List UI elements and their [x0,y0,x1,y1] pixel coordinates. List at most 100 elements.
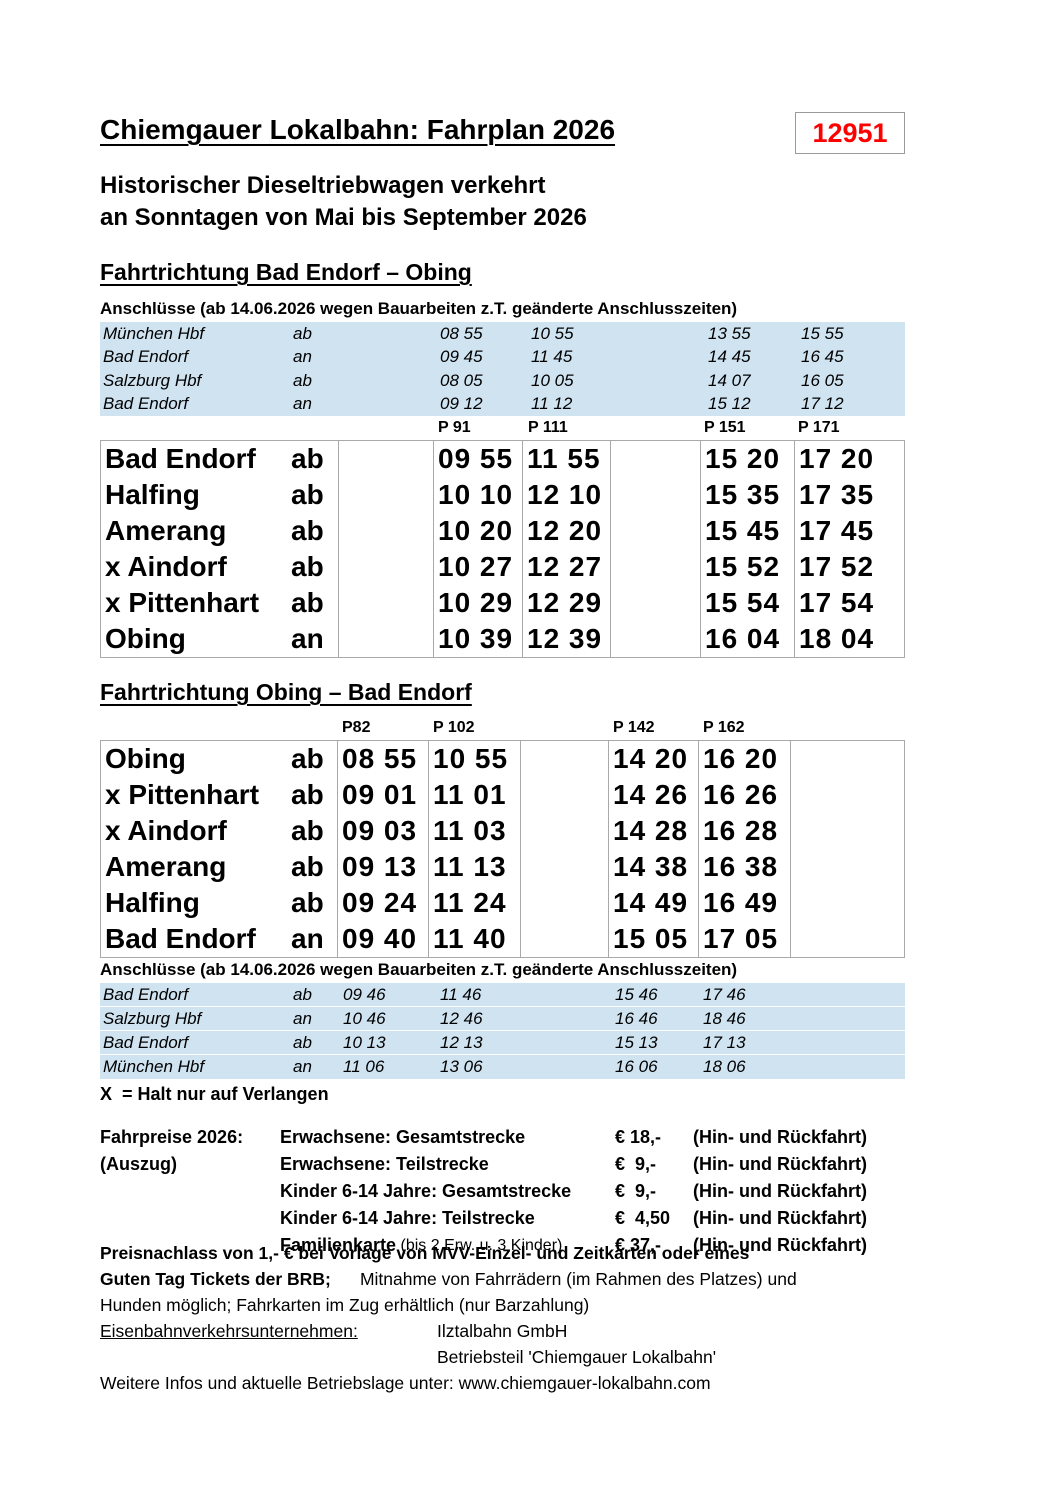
fare-name: Familienkarte (bis 2 Erw. u. 3 Kinder) [280,1235,563,1255]
stop-type-cell: ab [291,813,338,849]
footer-discount-line-2: Guten Tag Tickets der BRB; Mitnahme von … [100,1266,960,1292]
station-cell: Bad Endorf [105,923,256,954]
time-cell: 15 55 [801,323,844,343]
empty-cell [791,813,904,849]
time-cell: 17 20 [799,443,875,474]
time-cell: 12 10 [523,477,611,513]
train-id-label: P82 [342,719,371,736]
fare-note: (Hin- und Rückfahrt) [693,1235,867,1255]
fare-name: Kinder 6-14 Jahre: Gesamtstrecke [280,1181,572,1201]
fares-section: Fahrpreise 2026: Erwachsene: Gesamtstrec… [100,1124,905,1259]
empty-cell [611,549,701,585]
evu-branch: Betriebsteil 'Chiemgauer Lokalbahn' [437,1347,717,1367]
evu-label: Eisenbahnverkehrsunternehmen: [100,1321,358,1341]
timetable-row: x Pittenhart ab 09 01 11 01 14 26 16 26 [101,777,904,813]
train-number: 12951 [812,117,888,148]
stop-type-cell: ab [291,513,339,549]
train-id-label: P 91 [438,419,471,436]
time-cell: 18 04 [799,623,875,654]
time-cell: 16 26 [699,777,791,813]
empty-cell [339,585,434,621]
fare-name: Erwachsene: Gesamtstrecke [280,1127,526,1147]
time-cell: 10 46 [343,1008,386,1028]
fare-note: (Hin- und Rückfahrt) [693,1127,867,1147]
fares-row-label: Fahrpreise 2026: [100,1127,244,1147]
time-cell: 11 01 [429,777,521,813]
stop-type-cell: an [293,1057,312,1076]
empty-cell [521,741,609,777]
time-cell: 12 13 [440,1032,483,1052]
section2-timetable: Obing ab 08 55 10 55 14 20 16 20 x Pitte… [100,740,905,958]
time-cell: 15 52 [701,549,795,585]
stop-type-cell: an [293,347,312,367]
time-cell: 16 46 [615,1008,658,1028]
station-cell: Bad Endorf [105,443,256,474]
fares-row-label [100,1205,280,1232]
station-cell: Halfing [105,479,200,510]
stop-type-cell: ab [291,441,339,477]
connection-row: Salzburg Hbf an 10 46 12 46 16 46 18 46 [100,1007,905,1031]
timetable-row: Bad Endorf ab 09 55 11 55 15 20 17 20 [101,441,904,477]
train-id-label: P 142 [613,719,655,736]
evu-name: Ilztalbahn GmbH [437,1321,568,1341]
empty-cell [339,513,434,549]
empty-cell [611,477,701,513]
time-cell: 08 55 [338,741,429,777]
stop-type-cell: ab [291,849,338,885]
timetable-row: Obing an 10 39 12 39 16 04 18 04 [101,621,904,657]
time-cell: 11 06 [343,1057,385,1076]
time-cell: 16 05 [801,370,844,390]
time-cell: 15 45 [701,513,795,549]
empty-cell [521,885,609,921]
fare-name: Kinder 6-14 Jahre: Teilstrecke [280,1208,535,1228]
time-cell: 10 27 [434,549,523,585]
fare-price: € 4,50 [615,1208,671,1228]
empty-cell [611,513,701,549]
timetable-row: x Pittenhart ab 10 29 12 29 15 54 17 54 [101,585,904,621]
time-cell: 12 39 [523,621,611,657]
empty-cell [339,549,434,585]
time-cell: 18 46 [703,1008,746,1028]
empty-cell [521,777,609,813]
time-cell: 13 06 [440,1057,483,1076]
fare-price: € 9,- [615,1181,657,1201]
stop-type-cell: ab [291,585,339,621]
section2-train-header-row: P82 P 102 P 142 P 162 [100,719,905,740]
section2-heading: Fahrtrichtung Obing – Bad Endorf [100,679,472,705]
station-cell: München Hbf [103,323,205,343]
section1-heading: Fahrtrichtung Bad Endorf – Obing [100,259,472,285]
fare-price: € 9,- [615,1154,657,1174]
footer-bikes-text: Mitnahme von Fahrrädern (im Rahmen des P… [330,1269,797,1289]
connection-row: Bad Endorf ab 09 46 11 46 15 46 17 46 [100,983,905,1007]
fare-price: € 37,- [615,1235,662,1255]
train-id-label: P 102 [433,719,475,736]
empty-cell [611,585,701,621]
stop-type-cell: an [291,621,339,657]
stop-type-cell: an [293,394,312,414]
time-cell: 14 20 [609,741,699,777]
train-id-label: P 151 [704,419,746,436]
stop-type-cell: ab [293,1032,312,1052]
stop-type-cell: ab [293,984,312,1004]
time-cell: 17 52 [799,551,875,582]
station-cell: Amerang [105,851,227,882]
station-cell: Salzburg Hbf [103,370,202,390]
time-cell: 16 06 [615,1057,658,1076]
time-cell: 09 55 [434,441,523,477]
section1-train-header-row: P 91 P 111 P 151 P 171 [100,419,905,440]
connection-row: Bad Endorf ab 10 13 12 13 15 13 17 13 [100,1031,905,1055]
fares-grid: Fahrpreise 2026: Erwachsene: Gesamtstrec… [100,1124,905,1259]
stop-type-cell: ab [291,549,339,585]
subtitle: Historischer Dieseltriebwagen verkehrt a… [100,170,587,234]
station-cell: Amerang [105,515,227,546]
time-cell: 17 45 [799,515,875,546]
timetable-row: Obing ab 08 55 10 55 14 20 16 20 [101,741,904,777]
station-cell: Bad Endorf [103,984,189,1004]
time-cell: 16 38 [699,849,791,885]
stop-type-cell: ab [291,477,339,513]
connection-row: München Hbf an 11 06 13 06 16 06 18 06 [100,1055,905,1079]
time-cell: 09 40 [338,921,429,957]
subtitle-line-2: an Sonntagen von Mai bis September 2026 [100,204,587,231]
timetable-row: x Aindorf ab 09 03 11 03 14 28 16 28 [101,813,904,849]
